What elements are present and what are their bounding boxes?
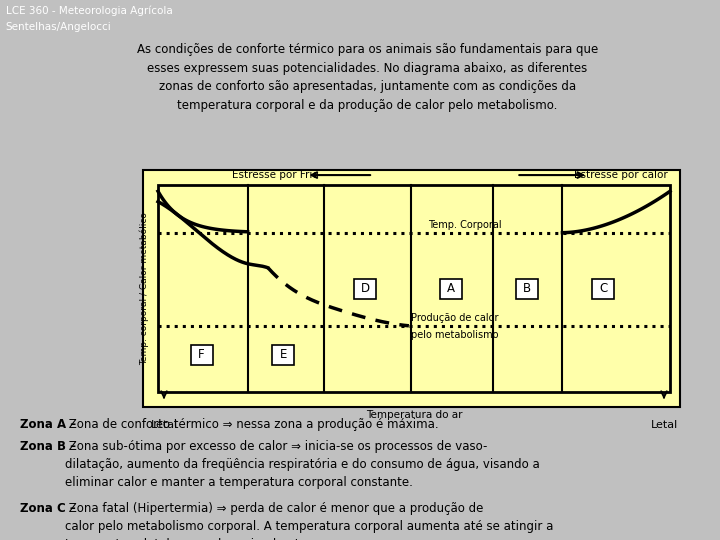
Text: Zona B –: Zona B –: [20, 440, 76, 453]
Text: Letal: Letal: [650, 420, 678, 430]
Bar: [158, 185, 670, 392]
Text: D: D: [361, 282, 370, 295]
Text: Temp. corporal / Calor metabólico: Temp. corporal / Calor metabólico: [139, 212, 149, 365]
FancyBboxPatch shape: [354, 279, 377, 299]
Text: E: E: [280, 348, 287, 361]
Text: As condições de conforte térmico para os animais são fundamentais para que
    e: As condições de conforte térmico para os…: [122, 43, 598, 112]
Text: A: A: [447, 282, 455, 295]
Text: F: F: [198, 348, 204, 361]
FancyBboxPatch shape: [191, 345, 212, 365]
Bar: [143, 170, 680, 407]
Text: C: C: [599, 282, 608, 295]
FancyBboxPatch shape: [272, 345, 294, 365]
Text: Sentelhas/Angelocci: Sentelhas/Angelocci: [6, 22, 112, 32]
Text: Temperatura do ar: Temperatura do ar: [366, 410, 462, 420]
Text: Zona C –: Zona C –: [20, 502, 76, 515]
Text: Produção de calor: Produção de calor: [411, 313, 499, 323]
FancyBboxPatch shape: [593, 279, 614, 299]
FancyBboxPatch shape: [516, 279, 538, 299]
Text: pelo metabolismo: pelo metabolismo: [411, 330, 499, 340]
Text: Zona fatal (Hipertermia) ⇒ perda de calor é menor que a produção de
calor pelo m: Zona fatal (Hipertermia) ⇒ perda de calo…: [65, 502, 554, 540]
Text: Zona de conforto térmico ⇒ nessa zona a produção é máxima.: Zona de conforto térmico ⇒ nessa zona a …: [65, 418, 438, 431]
Text: Zona A –: Zona A –: [20, 418, 76, 431]
Text: LCE 360 - Meteorologia Agrícola: LCE 360 - Meteorologia Agrícola: [6, 5, 173, 16]
Text: Estresse por Frio: Estresse por Frio: [233, 170, 319, 180]
Text: Zona sub-ótima por excesso de calor ⇒ inicia-se os processos de vaso-
dilatação,: Zona sub-ótima por excesso de calor ⇒ in…: [65, 440, 540, 489]
Text: Estresse por calor: Estresse por calor: [575, 170, 668, 180]
Text: Temp. Corporal: Temp. Corporal: [428, 220, 502, 229]
FancyBboxPatch shape: [440, 279, 462, 299]
Text: B: B: [523, 282, 531, 295]
Text: Letal: Letal: [150, 420, 178, 430]
